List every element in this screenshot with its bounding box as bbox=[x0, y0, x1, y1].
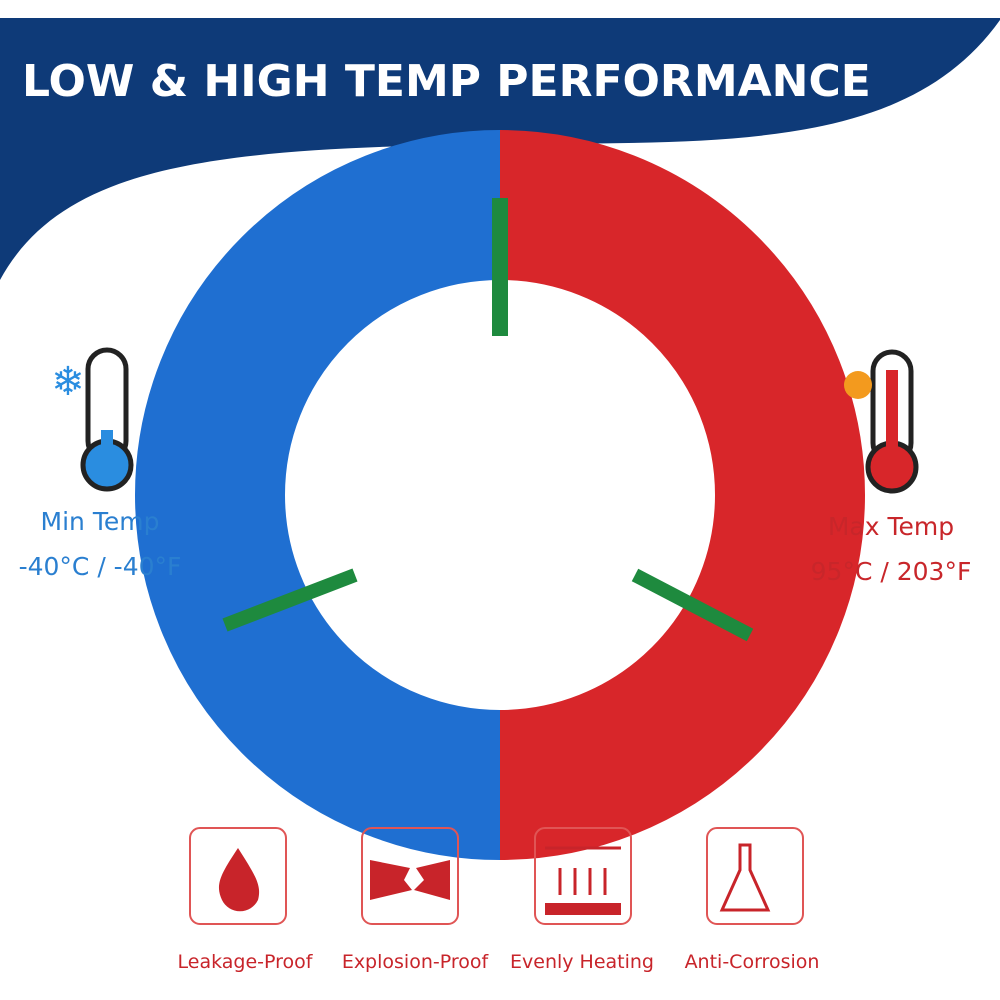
coil bbox=[135, 130, 865, 860]
feature-label: Evenly Heating bbox=[510, 951, 654, 973]
feature-label: Explosion-Proof bbox=[342, 951, 490, 973]
feature-icons bbox=[189, 827, 804, 925]
max-value: 95°C / 203°F bbox=[811, 557, 972, 586]
hot-thermometer bbox=[844, 349, 919, 494]
header-banner bbox=[0, 18, 1000, 280]
max-label: Max Temp bbox=[828, 512, 954, 541]
cold-thermometer: ❄ bbox=[51, 347, 134, 492]
feature-label: Anti-Corrosion bbox=[685, 951, 820, 973]
feature-label: Leakage-Proof bbox=[178, 951, 314, 973]
svg-text:❄: ❄ bbox=[51, 359, 85, 405]
min-label: Min Temp bbox=[41, 507, 160, 536]
title: LOW & HIGH TEMP PERFORMANCE bbox=[22, 56, 871, 107]
min-value: -40°C / -40°F bbox=[19, 552, 182, 581]
